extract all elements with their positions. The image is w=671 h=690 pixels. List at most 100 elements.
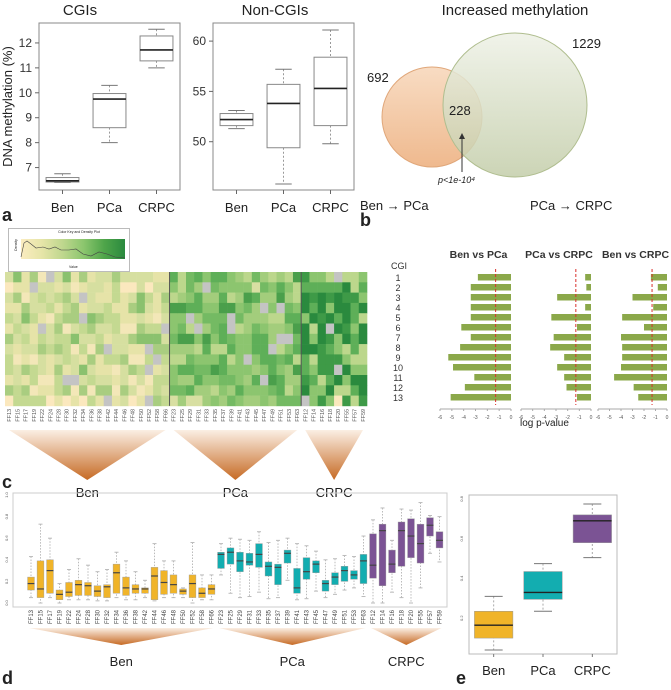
heatmap-cell xyxy=(21,364,30,376)
heatmap-cell xyxy=(334,313,343,324)
heatmap-cell xyxy=(350,385,360,396)
heatmap-cell xyxy=(29,354,39,365)
heatmap-cell xyxy=(194,333,203,345)
heatmap-cell xyxy=(87,282,96,293)
heatmap-cell xyxy=(202,333,211,345)
heatmap-cell xyxy=(5,323,14,335)
sample-box xyxy=(150,567,159,600)
sample-label: FF13 xyxy=(29,609,35,624)
heatmap-cell xyxy=(350,282,360,293)
heatmap-cell xyxy=(103,323,113,335)
sample-box xyxy=(236,552,244,572)
heatmap-cell xyxy=(29,375,39,386)
sample-label: FF47 xyxy=(262,409,268,422)
sample-label: FF24 xyxy=(48,409,54,422)
sample-label: FF17 xyxy=(48,609,54,624)
heatmap-cell xyxy=(342,272,351,283)
heatmap-cell xyxy=(79,354,88,365)
heatmap-cell xyxy=(350,375,360,386)
heatmap-cell xyxy=(120,323,129,335)
sample-label: FF17 xyxy=(24,409,30,422)
panel-label-d: d xyxy=(2,668,13,688)
sample-label: FF46 xyxy=(162,609,168,624)
heatmap-cell xyxy=(235,333,244,345)
pvalue-bar xyxy=(577,394,591,401)
heatmap-cell xyxy=(111,313,121,324)
heatmap-cell xyxy=(309,302,318,314)
x-tick-label: -6 xyxy=(519,415,524,421)
heatmap-cell xyxy=(235,302,244,314)
heatmap-cell xyxy=(284,395,294,407)
heatmap-cell xyxy=(144,272,154,283)
panel-label-a: a xyxy=(2,205,13,225)
heatmap-cell xyxy=(186,395,195,407)
heatmap-cell xyxy=(46,364,55,376)
heatmap-cell xyxy=(111,344,121,355)
y-tick-label: 10 xyxy=(19,86,33,100)
sample-label: FF36 xyxy=(124,609,130,624)
heatmap-cell xyxy=(79,364,88,376)
heatmap-cell xyxy=(95,313,105,324)
sample-label: FF20 xyxy=(336,409,342,422)
heatmap-cell xyxy=(62,282,72,293)
heatmap-cell xyxy=(161,344,170,355)
heatmap-cell xyxy=(218,364,228,376)
heatmap-cell xyxy=(202,302,211,314)
heatmap-cell xyxy=(169,323,179,335)
sample-box xyxy=(122,576,130,596)
heatmap-cell xyxy=(210,333,220,345)
heatmap-cell xyxy=(309,354,318,365)
heatmap-cell xyxy=(120,333,129,345)
heatmap-cell xyxy=(186,344,195,355)
heatmap-cell xyxy=(260,313,269,324)
heatmap-cell xyxy=(70,364,80,376)
heatmap-cell xyxy=(227,375,236,386)
venn-left-count: 692 xyxy=(367,70,389,85)
heatmap-cell xyxy=(37,302,47,314)
heatmap-cell xyxy=(120,302,129,314)
heatmap-cell xyxy=(227,344,236,355)
pvalue-bar xyxy=(564,354,591,361)
heatmap-cell xyxy=(235,364,244,376)
heatmap-cell xyxy=(276,272,286,283)
pvalue-bar xyxy=(551,314,591,321)
heatmap-cell xyxy=(177,364,187,376)
sample-label: FF50 xyxy=(181,609,187,624)
sample-label: FF48 xyxy=(172,609,178,624)
heatmap-cell xyxy=(103,302,113,314)
heatmap-cell xyxy=(87,354,96,365)
sample-label: FF15 xyxy=(39,609,45,624)
pvalue-bar xyxy=(622,354,667,361)
heatmap-cell xyxy=(284,282,294,293)
heatmap-cell xyxy=(153,385,162,396)
heatmap-cell xyxy=(260,302,269,314)
heatmap-cell xyxy=(210,375,220,386)
heatmap-cell xyxy=(268,292,277,304)
pvalue-bar xyxy=(470,294,511,301)
heatmap-cell xyxy=(62,375,72,386)
heatmap-cell xyxy=(177,395,187,407)
heatmap-cell xyxy=(13,364,22,376)
heatmap-cell xyxy=(210,395,220,407)
sample-label: FF59 xyxy=(361,409,367,422)
sample-label: FF37 xyxy=(276,609,282,624)
sample-label: FF16 xyxy=(320,409,326,422)
heatmap-cell xyxy=(54,272,63,283)
heatmap-cell xyxy=(5,282,14,293)
bar-panel-title: PCa vs CRPC xyxy=(525,249,593,261)
heatmap-cell xyxy=(37,364,47,376)
venn-right-count: 1229 xyxy=(572,36,601,51)
x-tick-label: -2 xyxy=(565,415,570,421)
pvalue-bar xyxy=(566,384,591,391)
heatmap-cell xyxy=(70,292,80,304)
heatmap-cell xyxy=(268,323,277,335)
heatmap-cell xyxy=(227,323,236,335)
heatmap-cell xyxy=(325,323,335,335)
heatmap-cell xyxy=(243,354,253,365)
heatmap-cell xyxy=(186,323,195,335)
x-tick-label: 0 xyxy=(666,415,669,421)
heatmap-cell xyxy=(70,333,80,345)
group-bracket-ben xyxy=(9,430,166,480)
heatmap-cell xyxy=(243,364,253,376)
heatmap-cell xyxy=(111,333,121,345)
